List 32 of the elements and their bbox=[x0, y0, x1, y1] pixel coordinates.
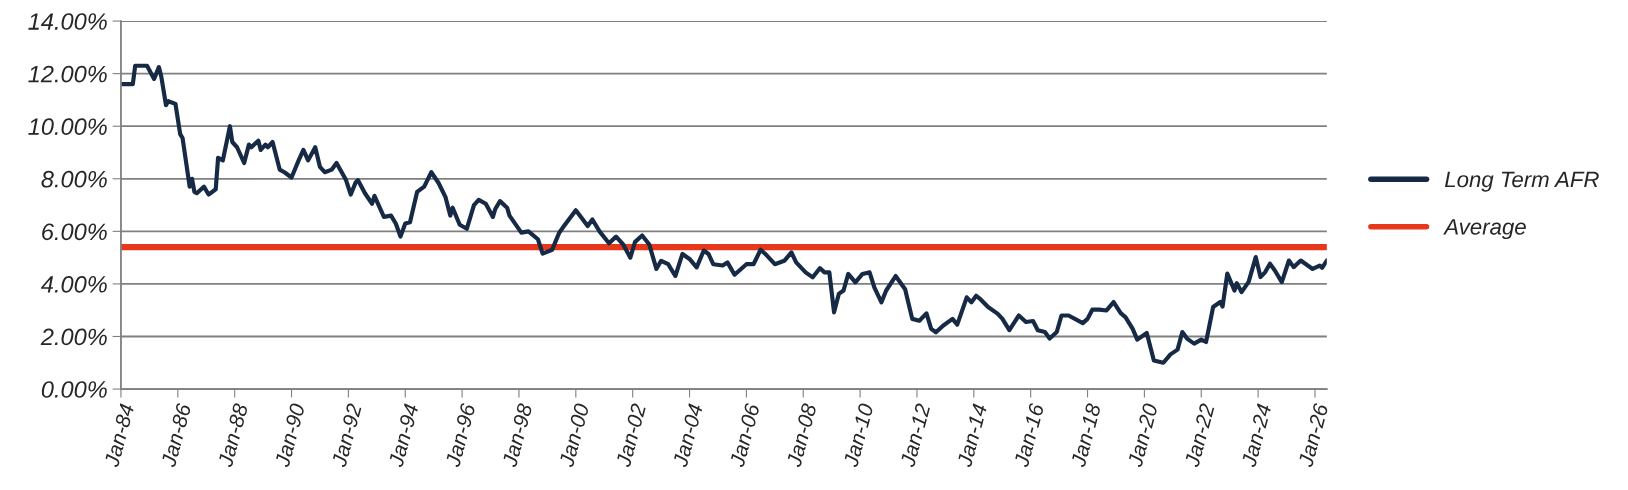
x-tick-label: Jan-22 bbox=[1184, 402, 1215, 468]
x-tick-label: Jan-96 bbox=[445, 402, 476, 468]
y-tick-label: 0.00% bbox=[41, 381, 107, 398]
y-tick-label: 6.00% bbox=[42, 223, 107, 241]
x-tick-label: Jan-00 bbox=[558, 402, 590, 468]
x-tick-label: Jan-94 bbox=[388, 403, 419, 468]
x-tick-label: Jan-24 bbox=[1241, 403, 1272, 468]
x-tick-label: Jan-88 bbox=[217, 402, 249, 468]
x-tick-label: Jan-92 bbox=[331, 402, 362, 468]
x-tick-label: Jan-14 bbox=[956, 403, 988, 468]
y-tick-label: 8.00% bbox=[41, 170, 107, 188]
x-tick-label: Jan-02 bbox=[615, 402, 647, 468]
x-tick-label: Jan-84 bbox=[103, 403, 135, 468]
x-tick-label: Jan-12 bbox=[899, 402, 931, 468]
x-tick-label: Jan-86 bbox=[160, 402, 192, 468]
legend-label: Average bbox=[1443, 219, 1526, 240]
x-tick-label: Jan-10 bbox=[843, 402, 874, 468]
y-tick-label: 12.00% bbox=[28, 65, 107, 83]
x-tick-label: Jan-08 bbox=[786, 402, 817, 468]
x-tick-label: Jan-90 bbox=[274, 402, 306, 468]
x-tick-label: Jan-20 bbox=[1127, 402, 1158, 468]
y-tick-label: 2.00% bbox=[40, 328, 107, 346]
x-tick-label: Jan-16 bbox=[1013, 402, 1045, 468]
legend-label: Long Term AFR bbox=[1444, 171, 1599, 192]
y-tick-label: 14.00% bbox=[28, 13, 107, 30]
y-tick-label: 10.00% bbox=[28, 118, 107, 135]
x-tick-label: Jan-18 bbox=[1070, 402, 1102, 468]
y-tick-label: 4.00% bbox=[40, 275, 107, 293]
x-tick-label: Jan-06 bbox=[729, 402, 761, 468]
x-tick-label: Jan-04 bbox=[672, 403, 703, 468]
x-tick-label: Jan-26 bbox=[1297, 402, 1329, 468]
x-tick-label: Jan-98 bbox=[501, 402, 533, 468]
